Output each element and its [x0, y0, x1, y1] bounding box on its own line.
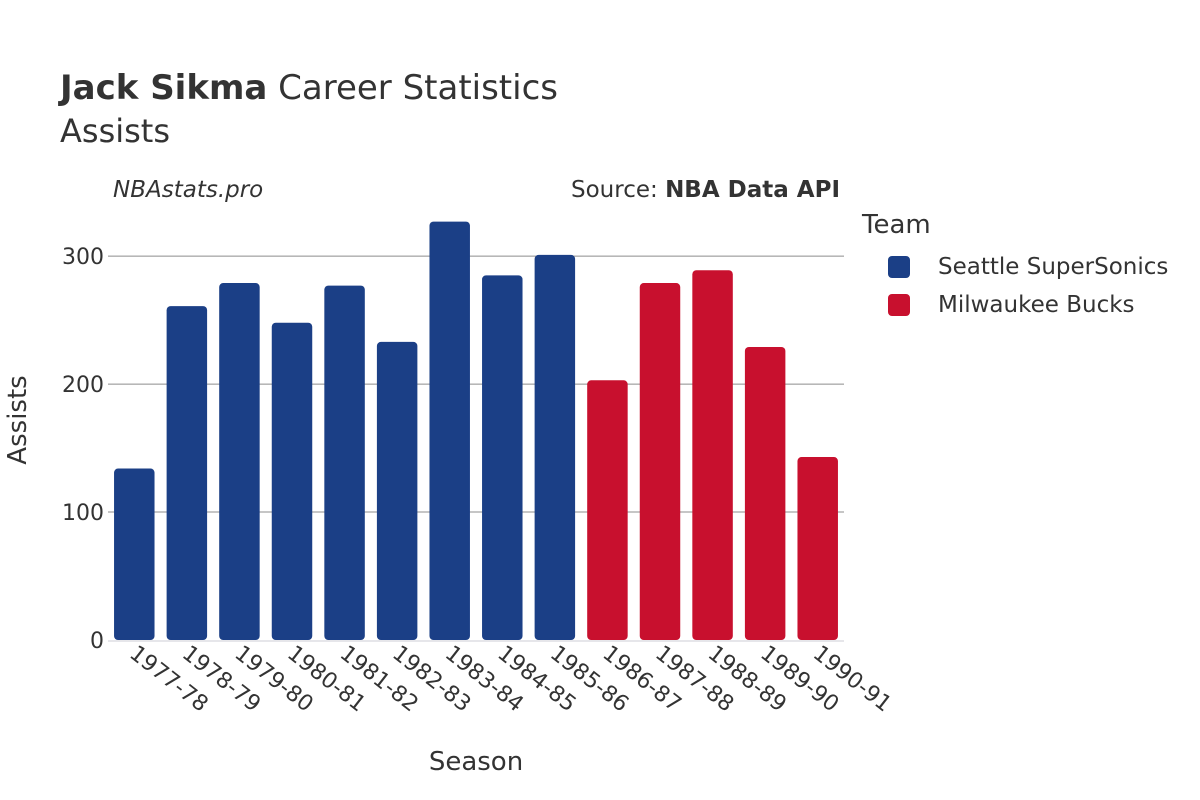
source-prefix: Source: [571, 177, 666, 203]
y-axis-ticks: 0 100 200 300 [62, 245, 104, 654]
legend-item-seattle[interactable]: Seattle SuperSonics [862, 248, 1168, 286]
y-tick-label: 300 [62, 245, 104, 270]
legend: Team Seattle SuperSonics Milwaukee Bucks [862, 210, 1168, 324]
bar-1980-81[interactable] [271, 322, 313, 640]
bar-1983-84[interactable] [429, 221, 470, 640]
chart-subtitle: Assists [60, 112, 171, 150]
source-name: NBA Data API [665, 177, 840, 203]
bars [114, 221, 838, 640]
chart-title: Jack Sikma Career Statistics [60, 66, 558, 110]
bar-1978-79[interactable] [166, 306, 208, 640]
gridlines [108, 255, 844, 642]
bar-1986-87[interactable] [587, 380, 628, 640]
y-tick-label: 100 [62, 501, 104, 526]
source-credit: Source: NBA Data API [571, 177, 840, 203]
legend-label-milwaukee: Milwaukee Bucks [938, 292, 1135, 318]
x-axis-ticks: 1977-781978-791979-801980-811981-821982-… [125, 641, 896, 717]
bar-1984-85[interactable] [482, 275, 523, 640]
bar-1990-91[interactable] [797, 457, 838, 640]
bar-1987-88[interactable] [639, 283, 681, 640]
bar-1982-83[interactable] [376, 341, 418, 640]
bar-1979-80[interactable] [219, 283, 260, 640]
bar-1985-86[interactable] [534, 254, 576, 640]
legend-item-milwaukee[interactable]: Milwaukee Bucks [862, 286, 1168, 324]
y-tick-label: 200 [62, 373, 104, 398]
bar-1989-90[interactable] [744, 347, 786, 640]
y-axis-title: Assists [3, 375, 33, 464]
y-tick-label: 0 [90, 629, 104, 654]
x-axis-title: Season [429, 747, 523, 777]
watermark: NBAstats.pro [113, 177, 264, 203]
legend-label-seattle: Seattle SuperSonics [938, 254, 1169, 280]
bar-1981-82[interactable] [324, 285, 365, 640]
chart-title-player: Jack Sikma [60, 68, 268, 108]
bar-1977-78[interactable] [114, 468, 155, 640]
legend-swatch-milwaukee [888, 294, 910, 316]
bar-1988-89[interactable] [692, 270, 733, 640]
legend-title: Team [862, 210, 931, 240]
chart-title-rest: Career Statistics [267, 68, 558, 108]
legend-swatch-seattle [888, 256, 910, 278]
